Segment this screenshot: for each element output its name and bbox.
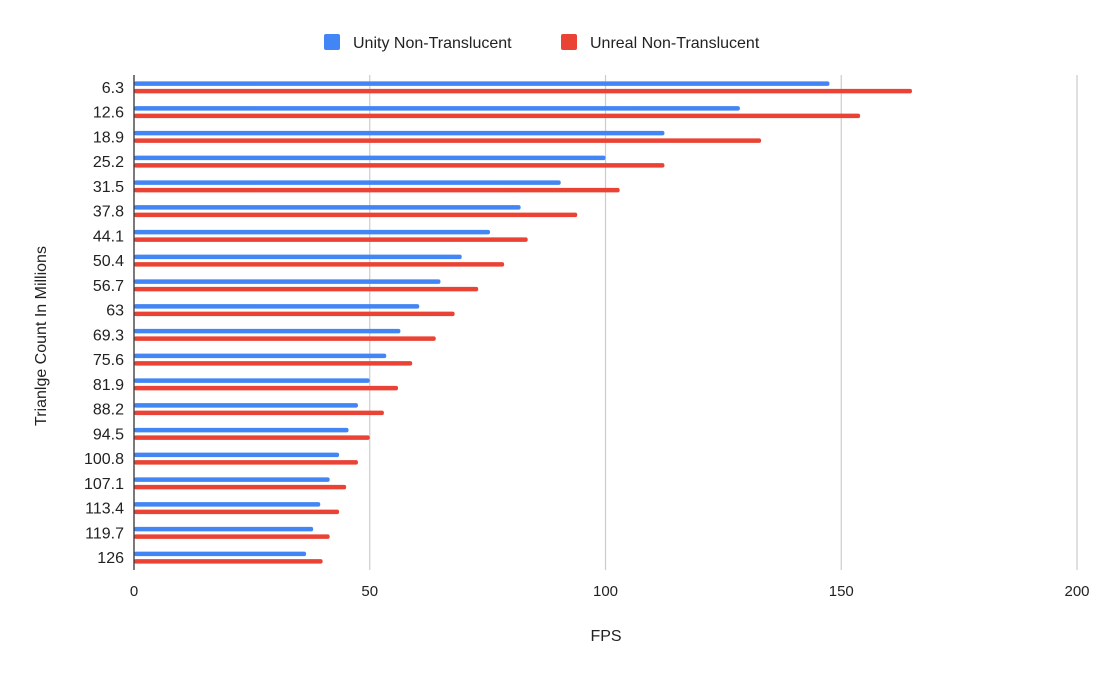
bar-unreal-44.1 <box>134 237 528 242</box>
bar-unity-107.1 <box>134 477 330 482</box>
bar-unity-44.1 <box>134 229 490 235</box>
y-tick-labels: 6.3 12.6 18.9 25.2 31.5 37.8 44.1 50.4 56.7 63 69.… <box>84 80 124 567</box>
y-tick-label: 18.9 <box>93 129 124 146</box>
bar-unreal-12.6 <box>134 113 861 119</box>
bar-unity-69.3 <box>134 328 401 334</box>
y-tick-label: 94.5 <box>93 426 124 443</box>
bar-unity-50.4 <box>134 254 462 260</box>
bar-unity-56.7 <box>134 279 441 284</box>
bar-unreal-63 <box>134 311 455 317</box>
y-tick-label: 12.6 <box>93 105 124 122</box>
legend-label-unreal: Unreal Non-Translucent <box>590 35 760 52</box>
y-tick-label: 69.3 <box>93 327 124 344</box>
y-tick-label: 100.8 <box>84 451 124 468</box>
x-tick-label: 150 <box>829 583 854 600</box>
bar-unreal-56.7 <box>134 286 479 292</box>
y-tick-label: 63 <box>106 303 124 320</box>
bar-unreal-6.3 <box>134 88 912 94</box>
bar-unreal-50.4 <box>134 262 505 267</box>
bar-unity-63 <box>134 304 420 309</box>
y-tick-label: 75.6 <box>93 352 124 369</box>
bar-unreal-88.2 <box>134 410 384 416</box>
y-tick-label: 81.9 <box>93 377 124 394</box>
x-axis-title: FPS <box>590 628 621 645</box>
bar-unreal-31.5 <box>134 187 620 193</box>
y-tick-label: 50.4 <box>93 253 124 270</box>
y-tick-label: 113.4 <box>85 501 124 518</box>
legend: Unity Non-Translucent Unreal Non-Transluc… <box>324 34 760 52</box>
bar-unreal-113.4 <box>134 509 340 515</box>
y-tick-label: 25.2 <box>93 154 124 171</box>
bar-unity-100.8 <box>134 452 340 458</box>
x-tick-label: 0 <box>130 583 138 600</box>
bar-unreal-107.1 <box>134 484 347 490</box>
legend-swatch-unreal <box>561 34 577 50</box>
bars <box>134 81 912 564</box>
bar-unity-113.4 <box>134 502 321 507</box>
x-tick-label: 50 <box>361 583 378 600</box>
y-tick-label: 44.1 <box>93 228 124 245</box>
bar-unreal-119.7 <box>134 534 330 539</box>
y-axis-title: Trianlge Count In Millions <box>33 246 50 426</box>
x-tick-label: 100 <box>593 583 618 600</box>
y-tick-label: 119.7 <box>85 525 124 542</box>
x-tick-labels: 0 50 100 150 200 <box>130 583 1090 600</box>
bar-unity-18.9 <box>134 130 665 136</box>
bar-unity-94.5 <box>134 427 349 433</box>
x-tick-label: 200 <box>1064 583 1089 600</box>
bar-unreal-94.5 <box>134 435 370 440</box>
bar-unity-75.6 <box>134 353 387 359</box>
y-tick-label: 107.1 <box>84 476 124 493</box>
y-tick-label: 6.3 <box>102 80 124 97</box>
y-tick-label: 56.7 <box>93 278 124 295</box>
bar-unreal-81.9 <box>134 385 399 391</box>
bar-unreal-100.8 <box>134 460 358 465</box>
bar-unreal-69.3 <box>134 336 436 341</box>
bar-unity-12.6 <box>134 106 740 111</box>
gridlines <box>369 75 1078 570</box>
bar-unity-88.2 <box>134 403 358 408</box>
bar-unity-25.2 <box>134 155 606 161</box>
bar-unreal-18.9 <box>134 138 762 143</box>
y-tick-label: 88.2 <box>93 402 124 419</box>
bar-unity-31.5 <box>134 180 561 185</box>
bar-unity-6.3 <box>134 81 830 86</box>
bar-unity-37.8 <box>134 205 521 210</box>
bar-unreal-75.6 <box>134 361 413 366</box>
y-tick-label: 31.5 <box>93 179 124 196</box>
legend-swatch-unity <box>324 34 340 50</box>
y-tick-label: 37.8 <box>93 204 124 221</box>
y-tick-label: 126 <box>97 550 124 567</box>
bar-unreal-37.8 <box>134 212 578 218</box>
bar-unity-126 <box>134 551 307 557</box>
bar-unreal-126 <box>134 559 323 564</box>
bar-unity-119.7 <box>134 526 314 532</box>
legend-label-unity: Unity Non-Translucent <box>353 35 512 52</box>
bar-unreal-25.2 <box>134 163 665 168</box>
bar-unity-81.9 <box>134 378 370 383</box>
